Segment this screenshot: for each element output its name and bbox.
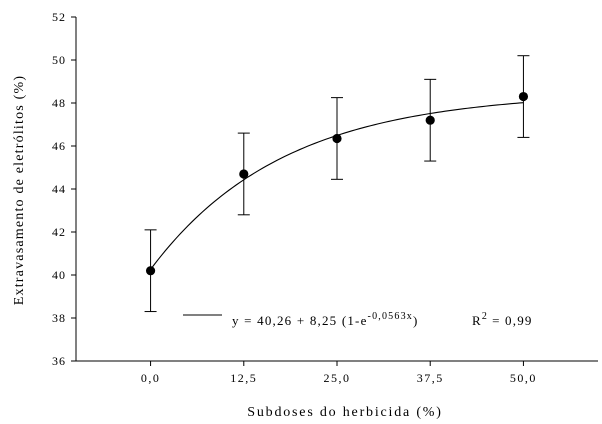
- y-axis-ticks: 36 38 40 42 44 46 48 50 52: [52, 10, 76, 368]
- y-axis-title: Extravasamento de eletrólitos (%): [12, 75, 27, 305]
- legend-r-squared: R2 = 0,99: [472, 311, 533, 328]
- x-tick-label: 25,0: [324, 371, 351, 385]
- equation-main: y = 40,26 + 8,25 (1-e: [232, 313, 368, 328]
- r2-label: R: [472, 313, 482, 328]
- y-tick-label: 38: [52, 311, 66, 325]
- x-tick-label: 37,5: [417, 371, 444, 385]
- legend-equation: y = 40,26 + 8,25 (1-e-0,0563x): [232, 311, 419, 328]
- y-tick-label: 48: [52, 96, 66, 110]
- y-tick-label: 46: [52, 139, 66, 153]
- y-tick-label: 50: [52, 53, 66, 67]
- r2-value: = 0,99: [492, 313, 533, 328]
- x-axis-title: Subdoses do herbicida (%): [247, 405, 442, 420]
- y-tick-label: 44: [52, 182, 66, 196]
- data-point: [518, 91, 529, 102]
- r2-exponent: 2: [482, 311, 488, 322]
- x-tick-label: 12,5: [230, 371, 257, 385]
- equation-exponent: -0,0563x: [368, 311, 413, 322]
- data-point: [145, 266, 156, 276]
- x-tick-label: 0,0: [141, 371, 161, 385]
- x-axis-ticks: 0,0 12,5 25,0 37,5 50,0: [141, 361, 537, 385]
- y-tick-label: 52: [52, 10, 66, 24]
- y-tick-label: 40: [52, 268, 66, 282]
- data-point: [239, 169, 249, 179]
- data-point: [425, 115, 435, 125]
- x-tick-label: 50,0: [510, 371, 537, 385]
- legend: y = 40,26 + 8,25 (1-e-0,0563x) R2 = 0,99: [183, 311, 533, 328]
- y-tick-label: 42: [52, 225, 66, 239]
- data-points: [144, 55, 530, 313]
- y-tick-label: 36: [52, 354, 66, 368]
- equation-close: ): [413, 313, 419, 328]
- data-point: [332, 133, 342, 144]
